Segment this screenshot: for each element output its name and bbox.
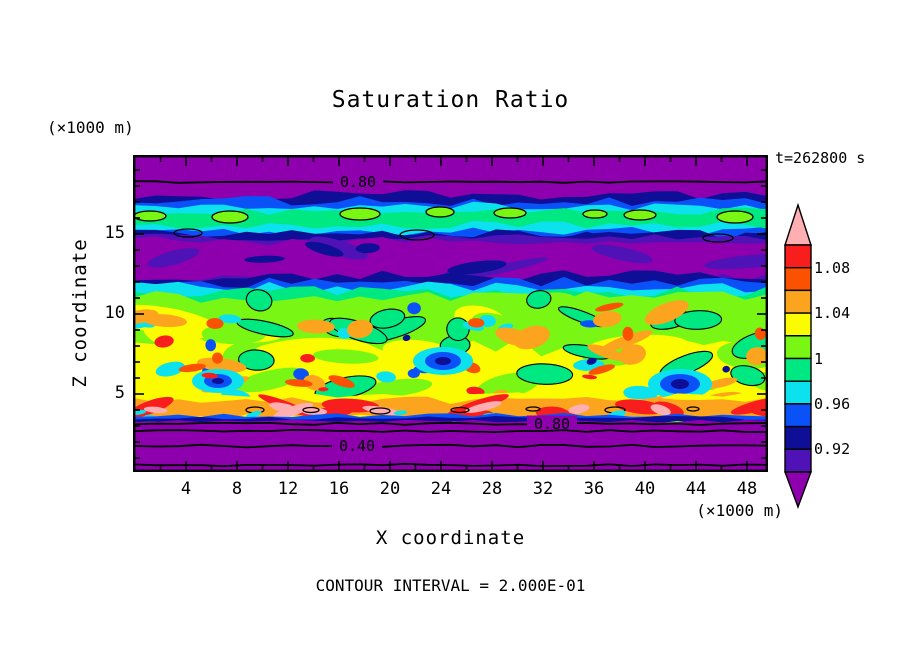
x-tick-label: 12 <box>277 479 299 499</box>
x-axis-label: X coordinate <box>375 527 526 549</box>
y-tick-label: 10 <box>104 303 125 323</box>
x-tick-label: 48 <box>736 479 758 499</box>
colorbar <box>783 203 813 509</box>
x-tick-label: 16 <box>328 479 350 499</box>
colorbar-label: 1.04 <box>814 304 851 322</box>
y-axis-units: (×1000 m) <box>47 118 134 137</box>
x-tick-label: 24 <box>430 479 452 499</box>
y-tick-label: 5 <box>114 383 125 403</box>
x-tick-label: 28 <box>481 479 503 499</box>
colorbar-label: 0.96 <box>814 395 851 413</box>
colorbar-label: 0.92 <box>814 440 851 458</box>
x-tick-label: 40 <box>634 479 656 499</box>
contour-plot: 0.80 0.80 0.40 <box>133 155 768 472</box>
colorbar-label: 1.08 <box>814 259 851 277</box>
svg-text:0.80: 0.80 <box>340 173 376 191</box>
x-tick-label: 36 <box>583 479 605 499</box>
colorbar-label: 1 <box>814 350 824 368</box>
x-tick-label: 8 <box>231 479 243 499</box>
x-axis-units: (×1000 m) <box>696 501 783 520</box>
contour-interval-note: CONTOUR INTERVAL = 2.000E-01 <box>315 576 586 595</box>
x-tick-label: 4 <box>180 479 192 499</box>
time-annotation: t=262800 s <box>775 149 866 167</box>
x-tick-label: 32 <box>532 479 554 499</box>
y-tick-label: 15 <box>104 223 125 243</box>
chart-title: Saturation Ratio <box>331 87 570 113</box>
x-tick-label: 20 <box>379 479 401 499</box>
svg-text:0.80: 0.80 <box>534 415 570 433</box>
x-tick-label: 44 <box>685 479 707 499</box>
svg-text:0.40: 0.40 <box>339 437 375 455</box>
